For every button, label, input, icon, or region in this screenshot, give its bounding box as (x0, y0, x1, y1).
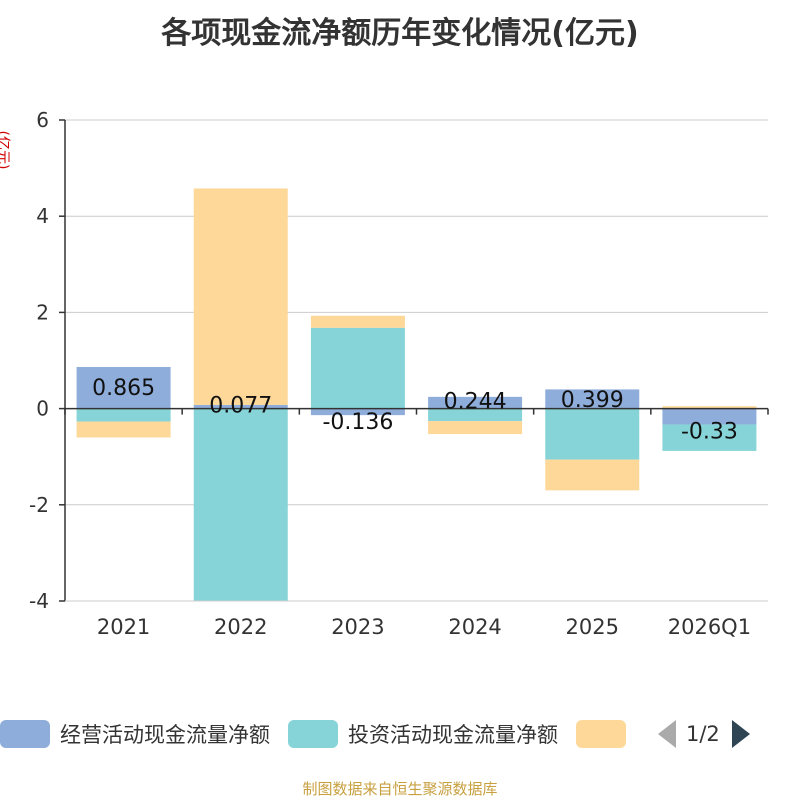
x-tick-label: 2022 (214, 615, 267, 639)
legend-swatch-operating (0, 720, 50, 748)
data-label: 0.399 (561, 388, 624, 413)
y-tick-label: -2 (29, 493, 49, 517)
bar-investing-2026Q1 (662, 424, 757, 451)
bar-operating-2026Q1 (662, 408, 757, 425)
legend-swatch-financing (576, 720, 626, 748)
bar-operating-2023 (310, 408, 405, 416)
bar-financing-2023 (310, 315, 405, 328)
y-tick-label: 4 (36, 204, 49, 228)
legend-item-financing[interactable] (576, 720, 636, 748)
legend-label-operating: 经营活动现金流量净额 (60, 723, 270, 747)
y-tick-label: 2 (36, 300, 49, 324)
legend-page-indicator: 1/2 (686, 722, 720, 746)
x-tick-label: 2021 (97, 615, 150, 639)
bar-investing-2023 (310, 327, 405, 409)
bar-investing-2021 (76, 408, 171, 422)
chart-title: 各项现金流净额历年变化情况(亿元) (161, 16, 639, 51)
y-tick-label: 0 (36, 397, 49, 421)
bar-financing-2022 (193, 188, 288, 405)
legend-swatch-investing (288, 720, 338, 748)
x-tick-label: 2026Q1 (668, 615, 751, 639)
bar-investing-2025 (545, 408, 640, 460)
data-label: -0.33 (681, 419, 738, 444)
data-label: -0.136 (322, 410, 393, 435)
data-label: 0.244 (444, 390, 507, 415)
bar-operating-2021 (76, 366, 171, 409)
bar-financing-2025 (545, 459, 640, 491)
y-tick-label: -4 (29, 589, 49, 613)
bar-operating-2024 (428, 396, 523, 409)
x-tick-label: 2024 (448, 615, 501, 639)
legend-prev-page-icon[interactable] (658, 720, 676, 748)
y-tick-label: 6 (36, 108, 49, 132)
bar-financing-2021 (76, 421, 171, 438)
bar-financing-2024 (428, 421, 523, 435)
legend-pager: 1/2 (658, 720, 750, 748)
bar-operating-2022 (193, 404, 288, 409)
legend-item-operating[interactable]: 经营活动现金流量净额 (0, 719, 270, 749)
bar-operating-2025 (545, 389, 640, 409)
bar-chart: -4 -2 0 2 4 6 2021 2022 2023 2024 2025 2026Q1 0.865 0… (29, 108, 769, 639)
legend-next-page-icon[interactable] (731, 720, 750, 748)
bar-investing-2022 (193, 408, 288, 601)
bar-financing-2026Q1 (662, 406, 757, 409)
legend-item-investing[interactable]: 投资活动现金流量净额 (288, 719, 558, 749)
bar-investing-2024 (428, 408, 523, 422)
data-label: 0.077 (209, 394, 272, 419)
legend: 经营活动现金流量净额 投资活动现金流量净额 1/2 (0, 716, 800, 752)
legend-label-investing: 投资活动现金流量净额 (348, 723, 558, 747)
x-tick-label: 2025 (566, 615, 619, 639)
x-tick-label: 2023 (331, 615, 384, 639)
data-source-note: 制图数据来自恒生聚源数据库 (302, 780, 498, 798)
data-label: 0.865 (92, 376, 155, 401)
